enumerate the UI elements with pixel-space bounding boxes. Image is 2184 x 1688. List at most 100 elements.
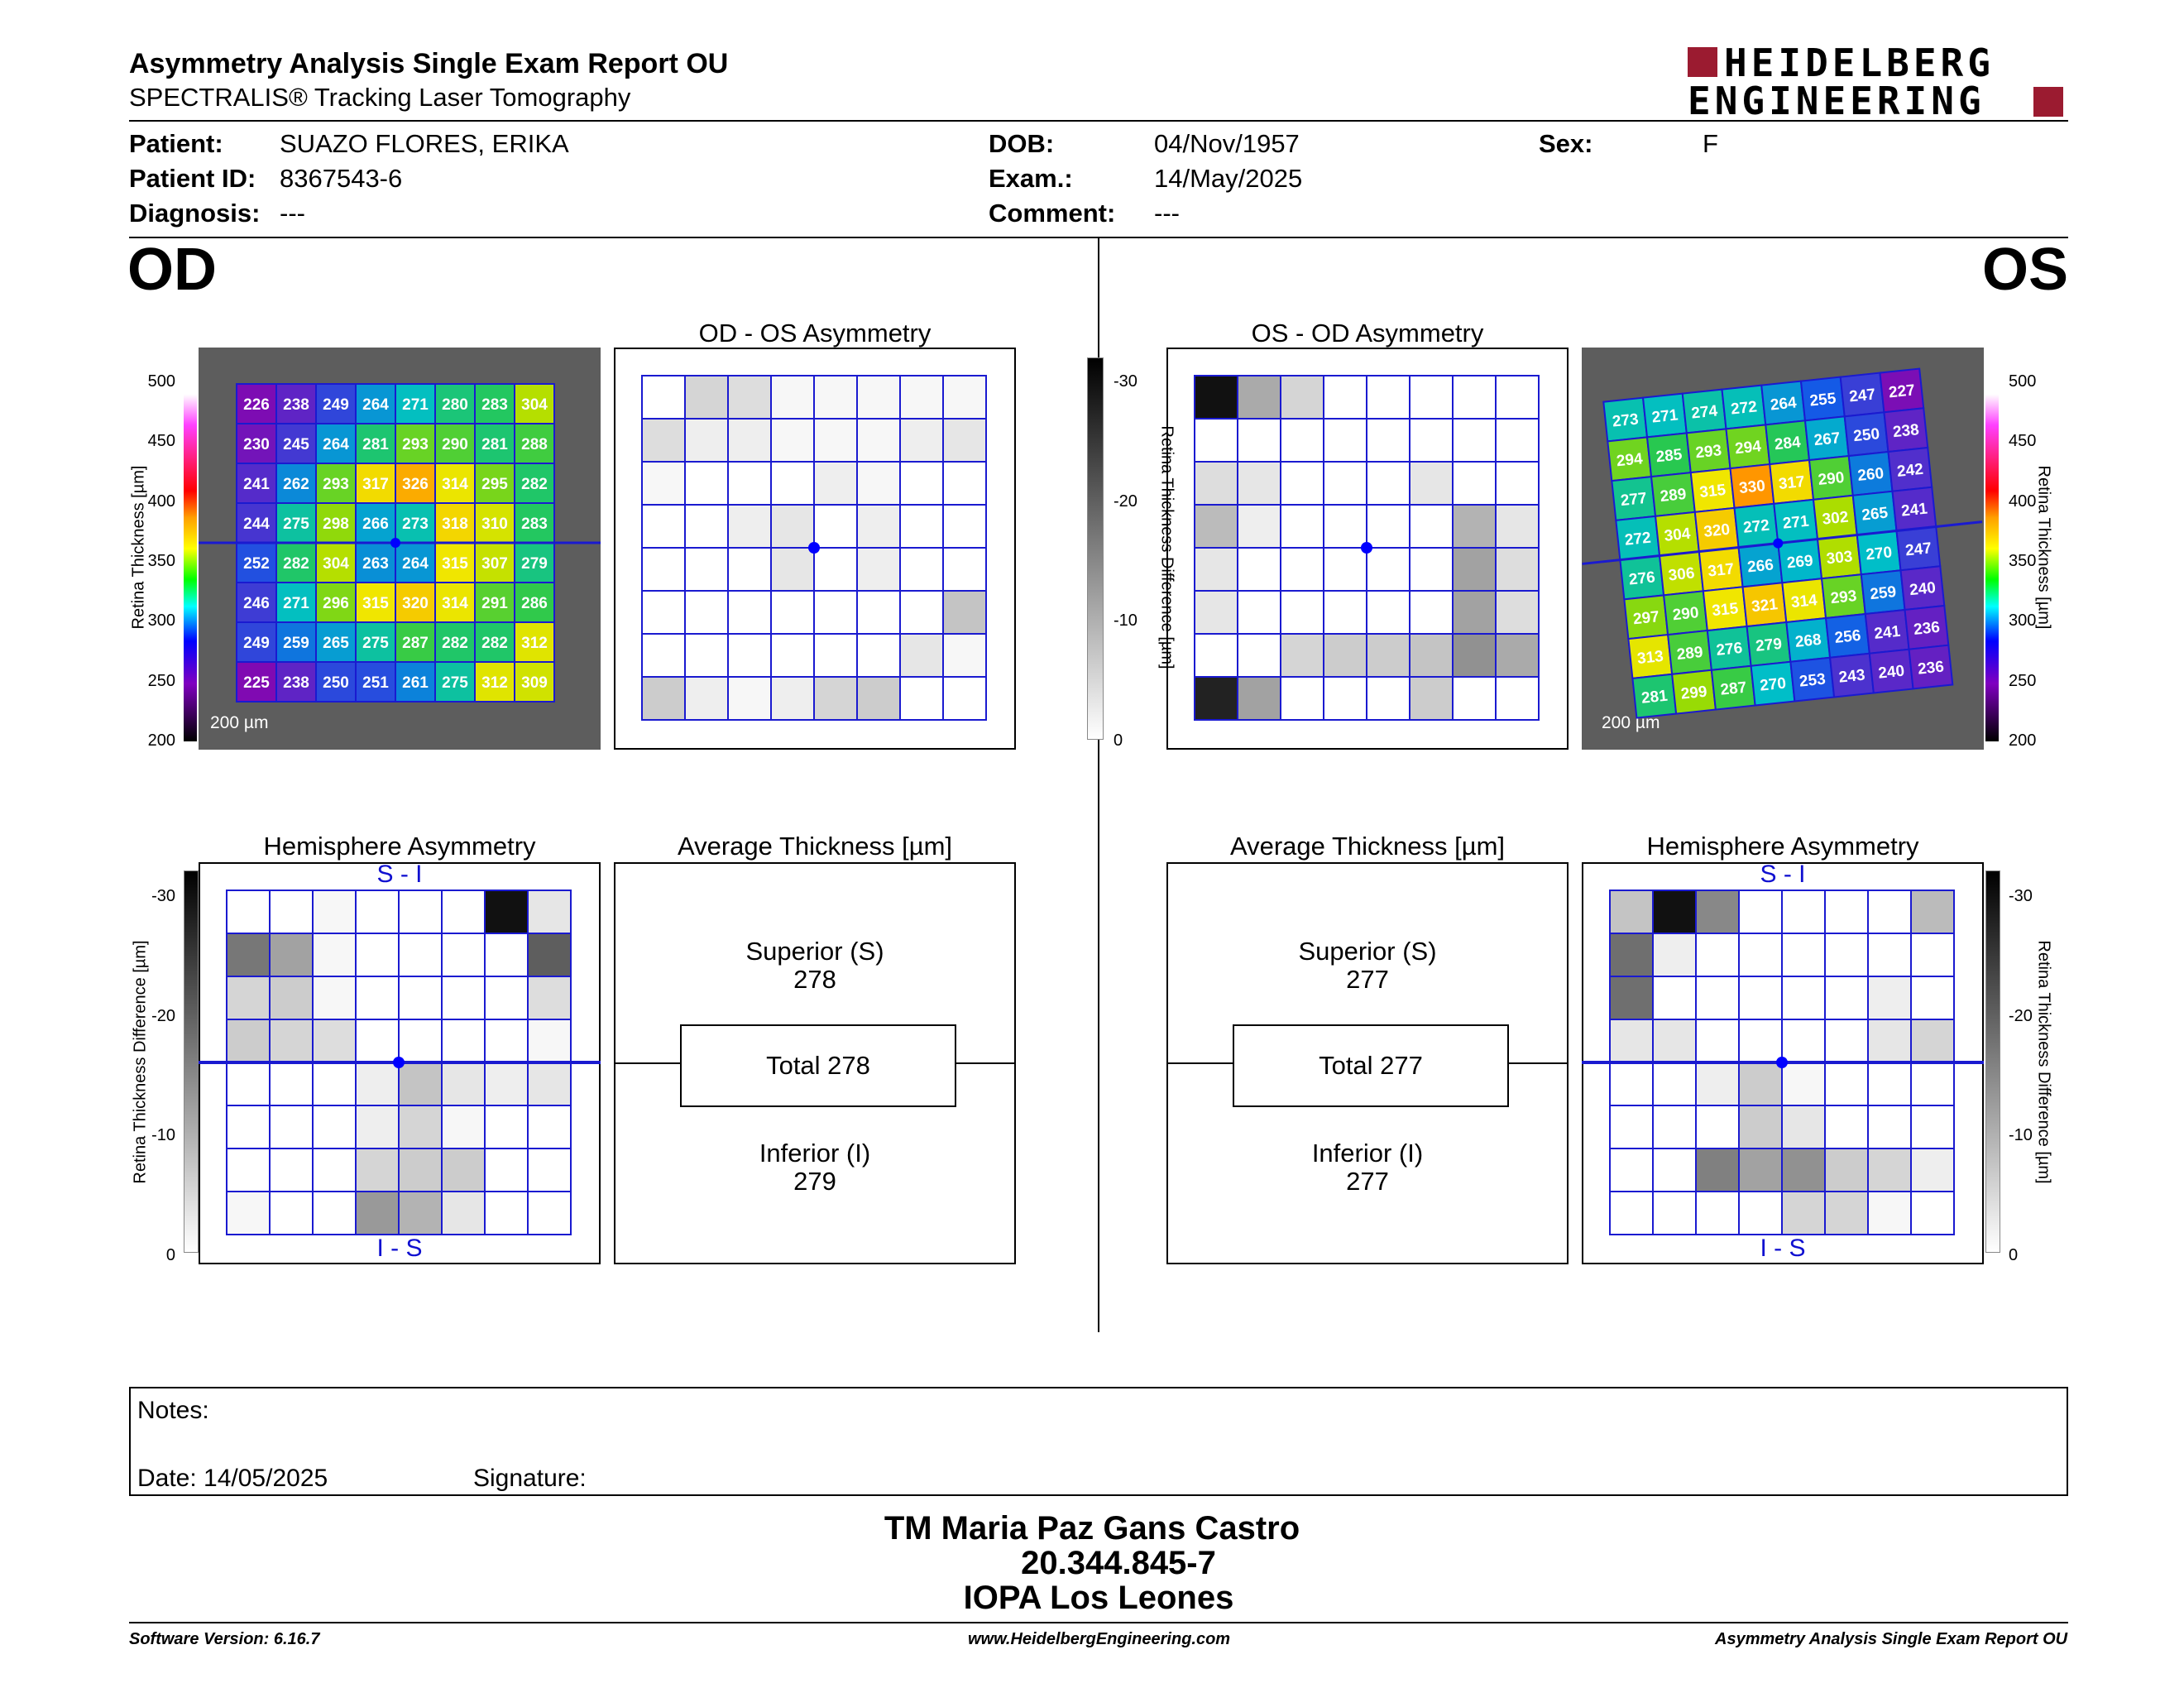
asym-cell [1609,1105,1654,1149]
asym-cell [1237,676,1281,721]
axis-tick-label: -20 [2009,1006,2033,1025]
od-avg-title: Average Thickness [µm] [677,832,953,861]
thickness-value: 299 [1680,683,1708,703]
thickness-value: 293 [1830,587,1858,607]
thickness-value: 293 [323,476,349,493]
center-diff-colorbar [1087,357,1104,740]
asym-cell [269,976,314,1020]
asym-cell [1695,1062,1740,1106]
asym-cell [1495,590,1540,635]
thickness-value: 282 [442,635,468,652]
asym-cell [226,1105,271,1149]
asym-cell [1323,375,1367,420]
thickness-value: 266 [362,516,389,533]
thickness-cell [474,383,515,424]
asym-cell [813,504,858,549]
thickness-value: 288 [521,436,548,453]
os-hemi-title: Hemisphere Asymmetry [1646,832,1919,861]
asym-cell [1323,461,1367,506]
thickness-value: 313 [1636,648,1664,668]
asym-cell [899,590,944,635]
asym-cell [1738,1019,1783,1063]
thickness-value: 244 [243,516,270,533]
thickness-value: 253 [1798,671,1827,691]
thickness-value: 238 [283,396,309,414]
asym-cell [641,504,686,549]
center-diff-axis-label: Retina Thickness Difference [µm] [1157,425,1176,669]
asym-cell [1237,633,1281,678]
asym-cell [899,418,944,463]
thickness-value: 317 [1707,560,1735,580]
thickness-value: 265 [1861,504,1889,524]
asym-cell [1652,1148,1697,1192]
thickness-value: 326 [402,476,429,493]
asym-cell [684,547,729,592]
axis-tick-label: 0 [165,1246,175,1264]
asym-cell [727,375,772,420]
thickness-cell [355,502,396,544]
os-asym-grid [1194,375,1540,721]
thickness-value: 283 [481,396,508,414]
axis-tick-label: -30 [1114,372,1138,391]
asym-cell [1781,1019,1826,1063]
signature-label: Signature: [473,1465,587,1492]
asym-cell [226,976,271,1020]
asym-cell [527,976,572,1020]
asym-cell [1194,461,1238,506]
asym-cell [1280,633,1324,678]
thickness-value: 270 [1759,675,1787,695]
fovea-dot [1773,538,1784,549]
od-hemi-axis-label: Retina Thickness Difference [µm] [131,940,150,1184]
asym-cell [813,375,858,420]
asym-cell [770,676,815,721]
thickness-value: 287 [402,635,429,652]
asym-cell [1194,418,1238,463]
asym-cell [1867,1191,1912,1235]
asym-cell [813,461,858,506]
thickness-value: 269 [1786,552,1814,572]
website-link[interactable]: www.HeidelbergEngineering.com [968,1630,1231,1648]
asym-cell [1738,890,1783,934]
asym-cell [1366,590,1410,635]
asym-cell [942,590,987,635]
asym-cell [398,1062,443,1106]
axis-tick-label: 0 [1114,731,1123,750]
asym-cell [1323,547,1367,592]
sex-label: Sex: [1539,129,1593,158]
od-hemi-colorbar [184,870,199,1253]
asym-cell [1781,1105,1826,1149]
asym-cell [1781,1062,1826,1106]
axis-tick-label: 450 [147,432,175,451]
notes-box[interactable]: Notes: Date: 14/05/2025 Signature: [129,1387,2068,1496]
asym-cell [1280,590,1324,635]
thickness-cell [474,661,515,703]
axis-tick-label: 450 [2009,432,2037,451]
asym-cell [727,676,772,721]
asym-cell [398,976,443,1020]
asym-cell [1237,461,1281,506]
thickness-cell [236,423,277,464]
asym-cell [770,461,815,506]
thickness-cell [395,621,436,663]
asym-cell [1910,890,1955,934]
thickness-value: 273 [1612,410,1640,430]
asym-cell [1824,1019,1869,1063]
asym-cell [1867,1019,1912,1063]
thickness-value: 255 [1809,390,1837,410]
od-inferior-label: Inferior (I) [759,1139,871,1168]
software-version: Software Version: 6.16.7 [129,1630,320,1648]
fovea-dot [390,538,400,548]
thickness-value: 304 [1664,525,1692,545]
asym-cell [684,504,729,549]
asym-cell [684,590,729,635]
asym-cell [398,1105,443,1149]
thickness-cell [395,661,436,703]
thickness-value: 287 [1720,679,1748,699]
header-divider [129,120,2068,122]
thickness-value: 306 [1668,564,1696,584]
asym-cell [527,1105,572,1149]
asym-cell [1366,461,1410,506]
asym-cell [1652,1105,1697,1149]
asym-cell [641,375,686,420]
asym-cell [1323,418,1367,463]
